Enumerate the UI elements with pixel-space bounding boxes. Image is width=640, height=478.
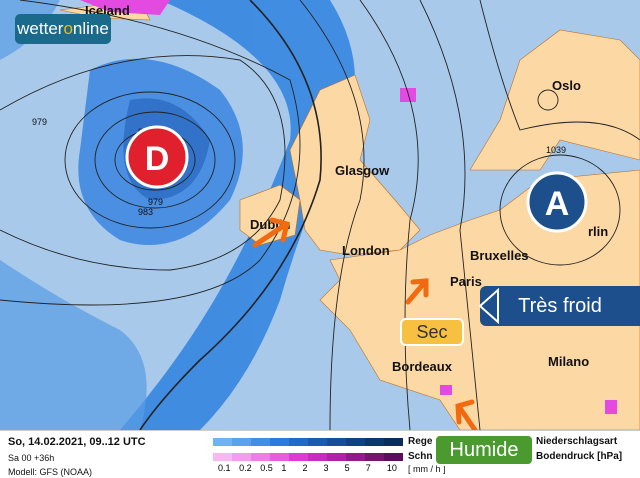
label-berlin: rlin [588,224,608,239]
scale-swatch [213,453,232,461]
wetteronline-logo[interactable]: wetter o nline [15,14,111,44]
type-label: Niederschlagsart [536,436,618,447]
scale-swatch [384,453,403,461]
high-pressure-marker: A [526,171,588,233]
scale-swatch [289,438,308,446]
scale-tick: 0.5 [260,463,273,473]
svg-text:979: 979 [32,117,47,127]
forecast-run: Sa 00 +36h [8,453,55,463]
label-oslo: Oslo [552,78,581,93]
scale-swatch [251,453,270,461]
scale-tick: 7 [365,463,371,473]
scale-swatch [384,438,403,446]
scale-tick: 5 [344,463,350,473]
svg-text:979: 979 [148,197,163,207]
scale-swatch [213,438,232,446]
svg-text:983: 983 [138,207,153,217]
precipitation-snow [80,0,617,414]
scale-ticks: 0.1 0.2 0.5 1 2 3 5 7 10 [218,463,408,473]
scale-swatch [346,453,365,461]
scale-swatch [289,453,308,461]
scale-swatch [251,438,270,446]
svg-text:D: D [145,140,170,178]
dry-label: Sec [416,321,448,342]
isobars [0,0,640,430]
logo-o: o [63,19,73,38]
logo-text-end: nline [72,19,109,38]
city-labels: Iceland Oslo Glasgow Dublin London Bruxe… [85,3,608,374]
label-bruxelles: Bruxelles [470,248,529,263]
scale-tick: 3 [323,463,329,473]
scale-swatch [270,453,289,461]
humid-callout: Humide [434,434,534,466]
scale-tick: 2 [302,463,308,473]
cold-arrow-icon [478,287,499,325]
label-london: London [342,243,390,258]
legend: So, 14.02.2021, 09..12 UTC Sa 00 +36h Mo… [0,430,640,478]
model-name: Modell: GFS (NOAA) [8,467,93,477]
label-milano: Milano [548,354,589,369]
scale-swatch [270,438,289,446]
low-pressure-marker: D [125,125,189,189]
dry-callout: Sec [400,318,464,346]
pressure-label: Bodendruck [hPa] [536,451,623,462]
snow-label: Schn [408,451,433,462]
svg-text:1039: 1039 [546,145,566,155]
scale-swatch [232,453,251,461]
unit-label: [ mm / h ] [408,464,446,474]
weather-map: 979 97 979 983 1039 Iceland Oslo Glasgow… [0,0,640,430]
cold-callout: Très froid [480,286,640,326]
humid-label: Humide [449,438,519,461]
label-bordeaux: Bordeaux [392,359,453,374]
snow-scale [213,453,403,461]
orange-arrows [252,217,478,430]
scale-tick: 1 [281,463,287,473]
forecast-date: So, 14.02.2021, 09..12 UTC [8,436,146,448]
rain-label: Rege [408,436,433,447]
label-paris: Paris [450,274,482,289]
rain-scale [213,438,403,446]
scale-tick: 0.2 [239,463,252,473]
scale-swatch [308,438,327,446]
scale-tick: 10 [386,463,397,473]
scale-swatch [327,453,346,461]
svg-text:A: A [545,185,570,223]
label-glasgow: Glasgow [335,163,390,178]
scale-swatch [365,438,384,446]
scale-swatch [365,453,384,461]
cold-label: Très froid [518,294,602,317]
logo-text: wetter [17,19,64,38]
scale-swatch [346,438,365,446]
scale-tick: 0.1 [218,463,231,473]
scale-swatch [232,438,251,446]
scale-swatch [327,438,346,446]
scale-swatch [308,453,327,461]
